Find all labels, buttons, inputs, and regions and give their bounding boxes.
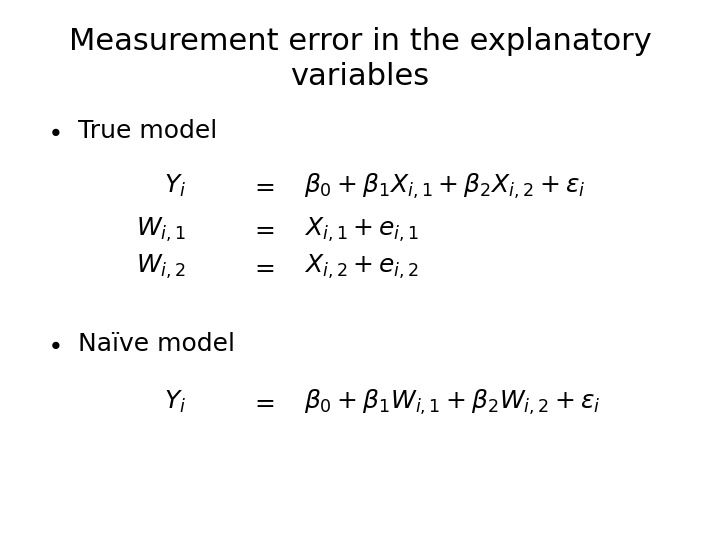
Text: $\bullet$: $\bullet$	[47, 119, 60, 143]
Text: $Y_i$: $Y_i$	[164, 173, 186, 199]
Text: $Y_i$: $Y_i$	[164, 389, 186, 415]
Text: $=$: $=$	[250, 174, 275, 198]
Text: $\bullet$: $\bullet$	[47, 332, 60, 356]
Text: Naïve model: Naïve model	[78, 332, 235, 356]
Text: $=$: $=$	[250, 218, 275, 241]
Text: $=$: $=$	[250, 255, 275, 279]
Text: True model: True model	[78, 119, 217, 143]
Text: $W_{i,1}$: $W_{i,1}$	[136, 215, 186, 244]
Text: $X_{i,1} + e_{i,1}$: $X_{i,1} + e_{i,1}$	[305, 215, 420, 244]
Text: Measurement error in the explanatory: Measurement error in the explanatory	[68, 27, 652, 56]
Text: $X_{i,2} + e_{i,2}$: $X_{i,2} + e_{i,2}$	[305, 253, 420, 281]
Text: $=$: $=$	[250, 390, 275, 414]
Text: $\beta_0 + \beta_1 W_{i,1} + \beta_2 W_{i,2} + \epsilon_i$: $\beta_0 + \beta_1 W_{i,1} + \beta_2 W_{…	[305, 388, 601, 417]
Text: $W_{i,2}$: $W_{i,2}$	[136, 253, 186, 281]
Text: variables: variables	[290, 62, 430, 91]
Text: $\beta_0 + \beta_1 X_{i,1} + \beta_2 X_{i,2} + \epsilon_i$: $\beta_0 + \beta_1 X_{i,1} + \beta_2 X_{…	[305, 172, 586, 201]
